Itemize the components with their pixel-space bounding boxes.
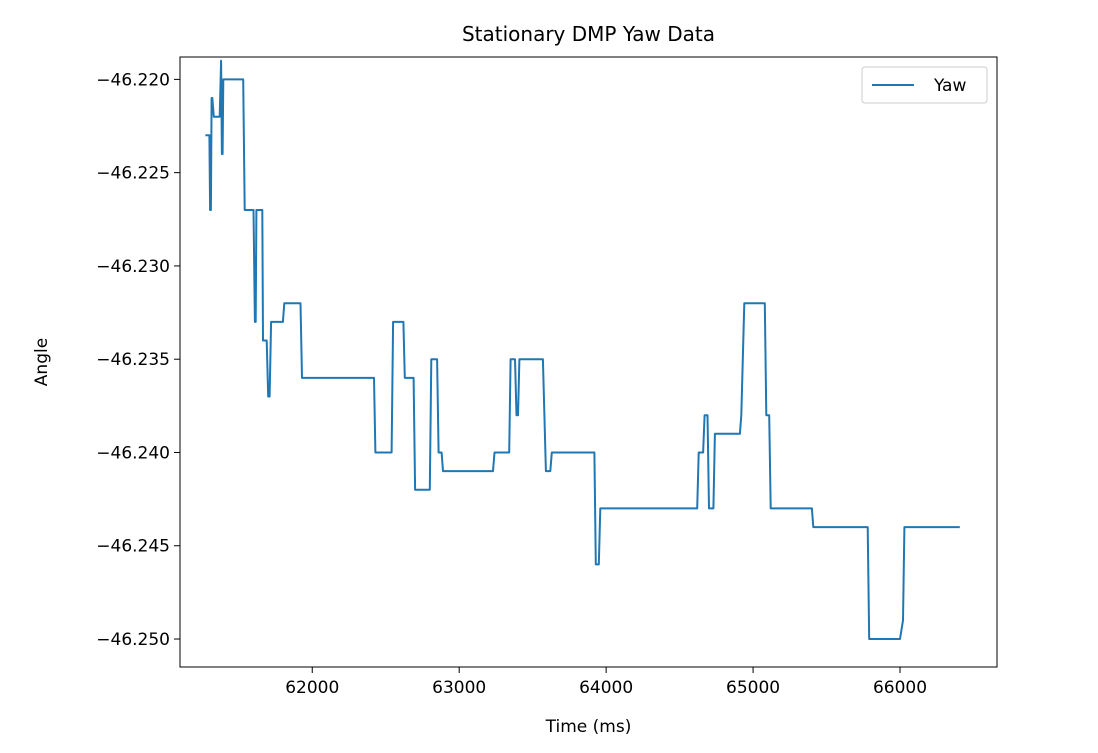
legend-box (861, 66, 988, 104)
y-tick-label: −46.220 (96, 70, 170, 90)
y-tick-label: −46.230 (96, 257, 170, 277)
x-tick-label: 66000 (873, 678, 927, 698)
y-tick-label: −46.225 (96, 164, 170, 184)
series-layer (205, 59, 960, 640)
legend-label-yaw: Yaw (933, 76, 966, 96)
x-tick-label: 65000 (726, 678, 780, 698)
y-tick-label: −46.240 (96, 443, 170, 463)
x-axis-ticks: 62000 63000 64000 65000 66000 (285, 667, 927, 698)
y-tick-label: −46.235 (96, 350, 170, 370)
x-axis-title: Time (ms) (545, 717, 632, 737)
x-tick-label: 64000 (579, 678, 633, 698)
y-axis-ticks: −46.220 −46.225 −46.230 −46.235 −46.240 −46.2… (96, 70, 180, 650)
y-axis-title: Angle (32, 338, 52, 386)
legend: Yaw (861, 66, 988, 104)
x-tick-label: 62000 (285, 678, 339, 698)
series-line-yaw (205, 59, 960, 640)
y-tick-label: −46.250 (96, 630, 170, 650)
x-tick-label: 63000 (432, 678, 486, 698)
y-tick-label: −46.245 (96, 537, 170, 557)
chart-title: Stationary DMP Yaw Data (462, 22, 715, 46)
plot-area-frame (179, 56, 998, 668)
